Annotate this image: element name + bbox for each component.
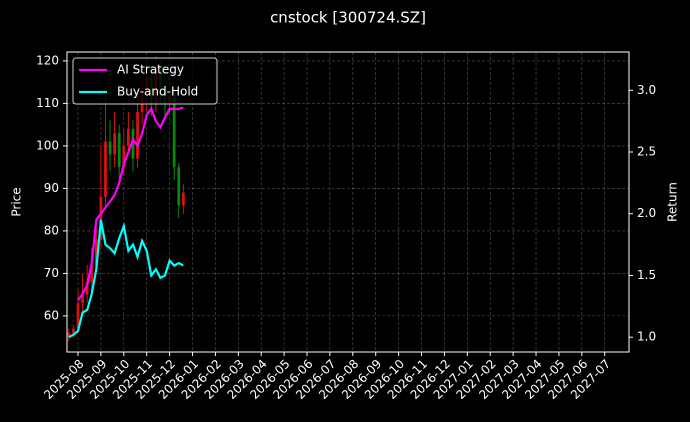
- y-tick-label: 90: [44, 181, 59, 195]
- candle-body: [181, 192, 185, 206]
- y-tick-label: 70: [44, 266, 59, 280]
- candle-body: [117, 133, 121, 168]
- plot-frame: [66, 51, 630, 353]
- candle-body: [90, 264, 94, 282]
- y-tick-label: 110: [36, 96, 59, 110]
- candle-body: [172, 94, 176, 168]
- candle-body: [108, 141, 112, 155]
- series-line: [77, 106, 184, 301]
- candle-body: [67, 332, 71, 338]
- legend-label: AI Strategy: [117, 63, 184, 77]
- y-tick-label: 80: [44, 223, 59, 237]
- y2-axis-label: Return: [666, 182, 680, 222]
- candle-body: [81, 294, 84, 304]
- candle-body: [131, 128, 135, 159]
- legend-box: [72, 57, 218, 105]
- candle-body: [99, 196, 103, 240]
- candle-body: [94, 239, 98, 265]
- candle-body: [113, 133, 117, 155]
- y2-tick-label: 1.0: [637, 330, 656, 344]
- y2-tick-label: 3.0: [637, 83, 656, 97]
- candle-body: [85, 281, 89, 295]
- y-axis-label: Price: [10, 187, 24, 216]
- candle-body: [76, 303, 80, 329]
- y-tick-label: 100: [36, 138, 59, 152]
- candle-body: [136, 111, 139, 159]
- y2-tick-label: 2.5: [637, 145, 656, 159]
- candle-body: [122, 145, 126, 168]
- chart-title: cnstock [300724.SZ]: [270, 9, 426, 27]
- legend-label: Buy-and-Hold: [117, 85, 198, 99]
- y-tick-label: 120: [36, 53, 59, 67]
- candle-body: [104, 141, 107, 197]
- y-tick-label: 60: [44, 308, 59, 322]
- candle-body: [72, 328, 75, 333]
- y2-tick-label: 1.5: [637, 268, 656, 282]
- y2-tick-label: 2.0: [637, 206, 656, 220]
- candle-body: [127, 128, 130, 146]
- series-line: [68, 219, 184, 339]
- candle-body: [177, 167, 181, 206]
